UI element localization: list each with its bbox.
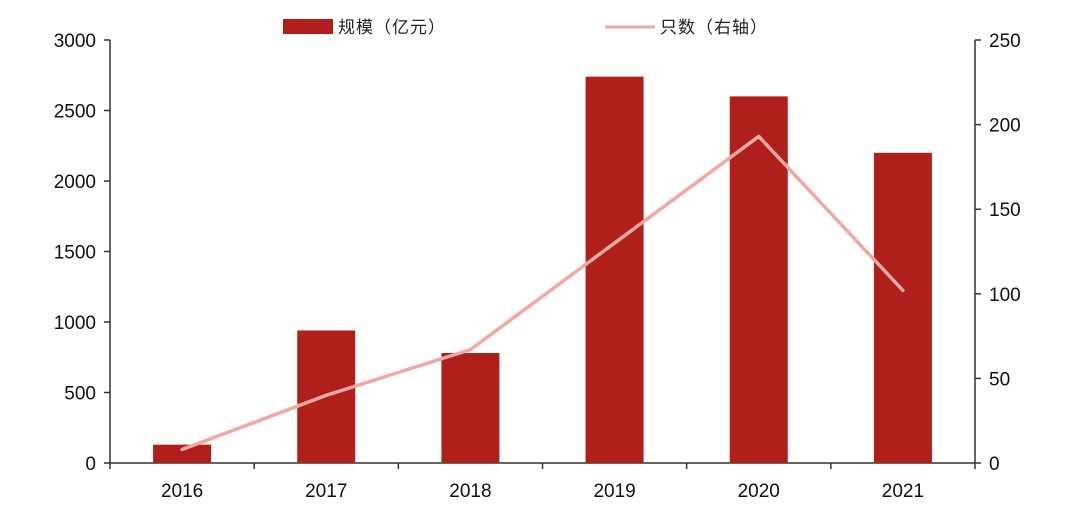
y-right-tick-label: 200	[989, 116, 1021, 137]
legend: 规模（亿元） 只数（右轴）	[283, 18, 768, 37]
x-tick-label: 2018	[449, 481, 491, 502]
y-right-tick-label: 250	[989, 31, 1021, 52]
x-tick-label: 2016	[161, 481, 203, 502]
x-tick-label: 2021	[882, 481, 924, 502]
legend-swatch-bar	[283, 19, 333, 34]
y-left-tick-label: 0	[85, 454, 96, 475]
bar-2021	[873, 152, 932, 464]
y-left-tick-label: 1500	[54, 243, 96, 264]
bar-2016	[153, 444, 212, 463]
y-left-tick-label: 3000	[54, 31, 96, 52]
y-right-tick-label: 50	[989, 369, 1010, 390]
legend-label-line: 只数（右轴）	[660, 18, 768, 37]
tick-labels: 0 500 1000 1500 2000 2500 3000 0 50 100 150 200 250 2…	[54, 31, 1021, 502]
line-series-path	[180, 134, 905, 452]
y-right-tick-label: 100	[989, 285, 1021, 306]
y-left-tick-label: 500	[64, 384, 96, 405]
bar-series	[153, 76, 932, 464]
x-tick-label: 2020	[738, 481, 780, 502]
y-left-tick-label: 2500	[54, 102, 96, 123]
line-series	[180, 134, 905, 452]
axes	[104, 39, 981, 469]
x-tick-label: 2019	[593, 481, 635, 502]
y-right-tick-label: 0	[989, 454, 1000, 475]
bar-2019	[585, 76, 644, 463]
x-tick-label: 2017	[305, 481, 347, 502]
y-left-tick-label: 1000	[54, 313, 96, 334]
bar-2018	[441, 353, 500, 463]
y-right-tick-label: 150	[989, 200, 1021, 221]
y-left-tick-label: 2000	[54, 172, 96, 193]
legend-label-bar: 规模（亿元）	[338, 18, 446, 37]
